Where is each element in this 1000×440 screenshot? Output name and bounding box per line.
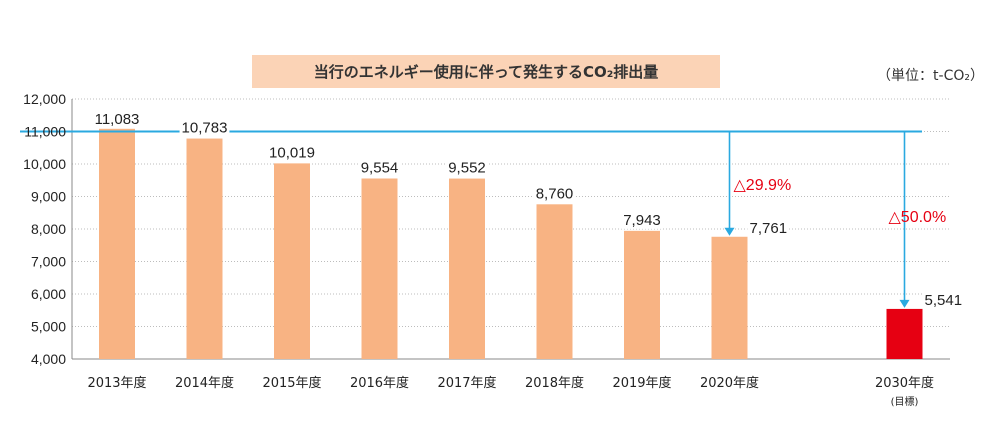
bar: [624, 230, 660, 359]
reduction-arrowhead: [899, 299, 910, 308]
x-tick-label: 2030年度: [875, 375, 934, 391]
x-tick-sublabel: (目標): [891, 395, 919, 408]
data-label: 10,019: [269, 144, 315, 161]
data-label: 9,554: [361, 159, 399, 176]
x-tick-label: 2013年度: [87, 375, 146, 391]
x-tick-label: 2017年度: [437, 375, 496, 391]
bar: [274, 163, 310, 359]
data-label: 7,761: [750, 220, 788, 237]
data-label: 11,083: [95, 111, 140, 128]
value-label-bg: [267, 144, 317, 162]
data-label: 7,943: [623, 212, 661, 229]
labels: 4,000 5,000 6,000 7,000 8,000 9,000 10,000 11,0…: [23, 91, 965, 408]
reduction-annotation: △29.9%: [734, 177, 792, 194]
value-label-bg: [922, 291, 965, 309]
y-tick-label: 9,000: [31, 189, 66, 205]
data-label: 10,783: [182, 120, 228, 137]
bar: [99, 128, 135, 359]
bar: [361, 178, 398, 359]
value-label-bg: [533, 185, 576, 203]
x-tick-label: 2014年度: [175, 375, 234, 391]
chart-title-box: [252, 55, 720, 88]
x-tick-label: 2018年度: [525, 375, 584, 391]
data-label: 8,760: [536, 185, 574, 202]
y-tick-label: 5,000: [31, 319, 66, 335]
reduction-arrowhead: [724, 227, 735, 236]
x-tick-label: 2015年度: [262, 375, 321, 391]
data-label: 5,541: [925, 292, 963, 309]
y-tick-label: 4,000: [31, 351, 66, 367]
x-tick-label: 2020年度: [700, 375, 759, 391]
y-tick-label: 7,000: [31, 254, 66, 270]
value-label-bg: [92, 110, 142, 128]
bar: [536, 204, 573, 359]
value-label-bg: [179, 119, 230, 137]
chart-title: 当行のエネルギー使用に伴って発生するCO₂排出量: [314, 63, 659, 81]
unit-label: （単位：t-CO₂）: [877, 68, 984, 84]
bar: [711, 236, 748, 359]
x-tick-label: 2016年度: [350, 375, 409, 391]
y-tick-label: 10,000: [23, 156, 66, 172]
reduction-annotation: △50.0%: [889, 209, 947, 226]
bar: [186, 138, 223, 359]
bars: [99, 128, 923, 359]
data-label: 9,552: [448, 160, 486, 177]
value-label-bg: [621, 211, 663, 229]
y-tick-label: 8,000: [31, 221, 66, 237]
value-label-bg: [747, 219, 790, 237]
y-tick-label: 6,000: [31, 286, 66, 302]
value-label-bg: [358, 159, 401, 177]
target-bar: [886, 308, 923, 359]
value-label-bg: [446, 159, 488, 177]
bar: [449, 178, 485, 359]
y-tick-label: 12,000: [23, 91, 66, 107]
y-tick-label: 11,000: [24, 124, 66, 140]
x-tick-label: 2019年度: [612, 375, 671, 391]
reference-line-group: [20, 130, 922, 308]
